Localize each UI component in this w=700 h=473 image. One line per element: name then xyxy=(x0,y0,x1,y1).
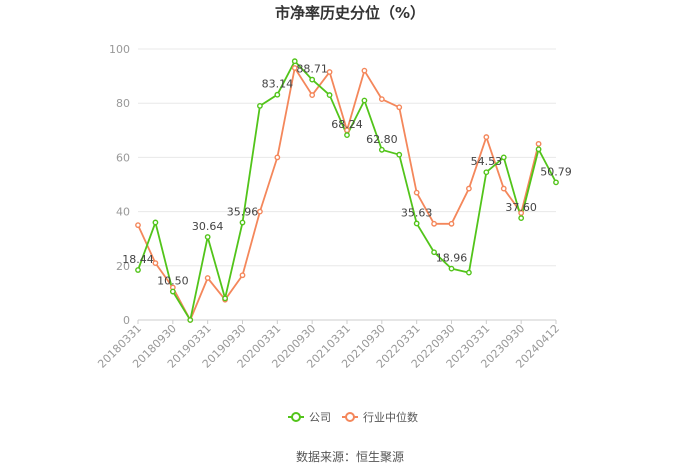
data-point xyxy=(291,58,298,65)
data-point xyxy=(448,265,455,272)
data-point xyxy=(535,146,542,153)
data-point xyxy=(169,288,176,295)
data-label: 54.53 xyxy=(471,155,503,168)
y-axis-ticks: 0 20 40 60 80 100 xyxy=(109,43,130,327)
data-point xyxy=(466,185,472,192)
series-lines xyxy=(137,60,557,321)
data-point xyxy=(222,295,228,302)
data-point xyxy=(500,154,507,161)
data-point xyxy=(257,103,263,109)
data-point xyxy=(309,92,316,98)
x-axis: 2018033120180930201903312019093020200331… xyxy=(95,320,562,371)
data-point xyxy=(431,249,437,256)
data-point xyxy=(413,220,420,227)
grid-lines xyxy=(138,48,556,321)
y-tick-label: 60 xyxy=(116,151,130,164)
data-label: 18.44 xyxy=(122,253,154,266)
data-point xyxy=(239,272,246,279)
data-label: 50.79 xyxy=(540,165,572,178)
legend-item-company[interactable]: 公司 xyxy=(288,411,331,424)
data-point xyxy=(274,91,281,98)
legend-label: 行业中位数 xyxy=(363,410,418,424)
y-tick-label: 80 xyxy=(116,97,130,110)
data-point xyxy=(378,96,385,103)
data-point xyxy=(274,154,281,161)
data-point xyxy=(448,220,455,227)
legend-swatch-marker xyxy=(291,412,301,422)
data-point xyxy=(518,210,525,216)
data-point xyxy=(466,269,472,276)
data-point xyxy=(187,317,194,323)
data-label: 68.24 xyxy=(331,118,363,131)
data-point xyxy=(378,146,385,153)
data-point xyxy=(204,275,211,281)
y-tick-label: 100 xyxy=(109,43,130,56)
data-point xyxy=(257,208,263,215)
data-label: 30.64 xyxy=(192,220,224,233)
data-point xyxy=(396,104,403,111)
data-point xyxy=(431,220,437,227)
data-point xyxy=(326,69,333,75)
data-point xyxy=(483,134,490,140)
data-point xyxy=(413,189,420,196)
legend[interactable]: 公司 行业中位数 xyxy=(288,410,418,424)
chart-title: 市净率历史分位（%） xyxy=(275,4,425,22)
data-label: 18.96 xyxy=(436,252,468,265)
data-label: 62.80 xyxy=(366,133,398,146)
data-point xyxy=(396,151,403,158)
data-point xyxy=(204,234,211,240)
legend-item-industry-median[interactable]: 行业中位数 xyxy=(342,410,418,424)
data-point xyxy=(239,219,246,226)
data-point xyxy=(344,132,350,138)
data-point xyxy=(152,260,159,266)
data-point xyxy=(535,140,542,147)
data-points xyxy=(135,58,559,323)
data-point xyxy=(152,219,159,226)
data-label: 35.63 xyxy=(401,206,433,219)
data-point xyxy=(361,97,368,104)
data-point xyxy=(291,65,298,71)
y-tick-label: 20 xyxy=(116,260,130,273)
data-label: 35.96 xyxy=(227,206,259,219)
data-point xyxy=(309,76,316,83)
data-point xyxy=(500,185,507,192)
data-point xyxy=(135,222,141,229)
data-point xyxy=(553,179,559,186)
data-point xyxy=(518,215,525,222)
data-point xyxy=(361,67,368,74)
series-line-company xyxy=(137,60,557,321)
data-source: 数据来源：恒生聚源 xyxy=(296,449,404,464)
data-label: 83.14 xyxy=(262,78,294,91)
data-point xyxy=(483,169,490,176)
legend-label: 公司 xyxy=(309,411,331,424)
data-point xyxy=(326,92,333,98)
data-label: 37.60 xyxy=(505,201,537,214)
legend-swatch-marker xyxy=(345,412,355,422)
y-tick-label: 40 xyxy=(116,206,130,219)
data-label: 88.71 xyxy=(296,63,328,76)
data-label: 10.50 xyxy=(157,275,189,288)
series-line-industry-median xyxy=(137,67,540,321)
y-tick-label: 0 xyxy=(123,314,130,327)
data-point xyxy=(135,267,141,273)
